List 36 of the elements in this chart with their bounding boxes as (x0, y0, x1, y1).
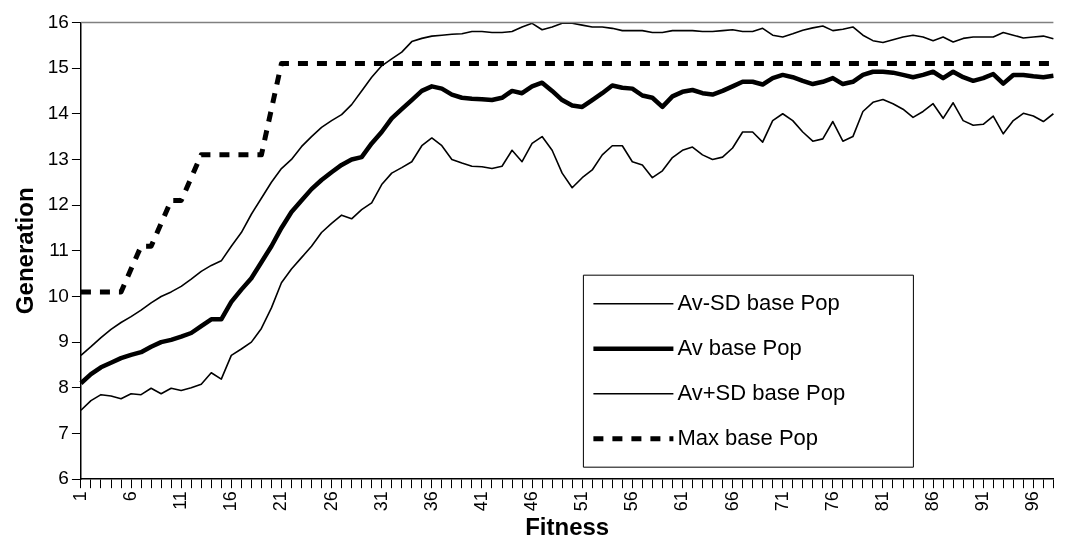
y-axis-title: Generation (11, 187, 39, 315)
x-tick-label: 86 (922, 491, 943, 512)
y-tick-label: 12 (47, 193, 69, 215)
x-tick-label: 36 (420, 491, 441, 512)
x-tick-label: 76 (821, 491, 842, 512)
legend-label: Av base Pop (677, 334, 802, 360)
y-tick-label: 15 (47, 56, 69, 78)
x-tick-label: 51 (571, 491, 592, 512)
legend-label: Av+SD base Pop (677, 379, 846, 405)
legend-label: Av-SD base Pop (677, 289, 840, 315)
y-tick-label: 11 (49, 239, 69, 261)
x-tick-label: 6 (120, 491, 141, 502)
x-tick-label: 96 (1022, 491, 1043, 512)
y-tick-label: 7 (58, 421, 69, 443)
x-tick-label: 11 (170, 491, 191, 510)
x-tick-label: 81 (871, 491, 892, 512)
x-tick-label: 56 (621, 491, 642, 512)
y-tick-label: 9 (58, 330, 69, 352)
y-tick-label: 14 (47, 101, 70, 123)
x-tick-label: 91 (972, 491, 993, 512)
x-tick-label: 61 (671, 491, 692, 512)
x-tick-label: 46 (521, 491, 542, 512)
legend-label: Max base Pop (677, 424, 819, 450)
x-tick-label: 21 (270, 491, 291, 512)
x-axis-title: Fitness (525, 513, 610, 541)
y-tick-label: 8 (58, 376, 69, 398)
x-tick-label: 71 (771, 491, 792, 512)
x-tick-label: 41 (470, 491, 491, 512)
x-tick-label: 26 (320, 491, 341, 512)
y-tick-label: 10 (47, 284, 69, 306)
y-tick-label: 13 (47, 147, 69, 169)
y-tick-label: 16 (47, 10, 69, 32)
x-tick-label: 1 (69, 491, 90, 502)
x-tick-label: 31 (370, 491, 391, 512)
x-tick-label: 66 (721, 491, 742, 512)
x-tick-label: 16 (220, 491, 241, 512)
